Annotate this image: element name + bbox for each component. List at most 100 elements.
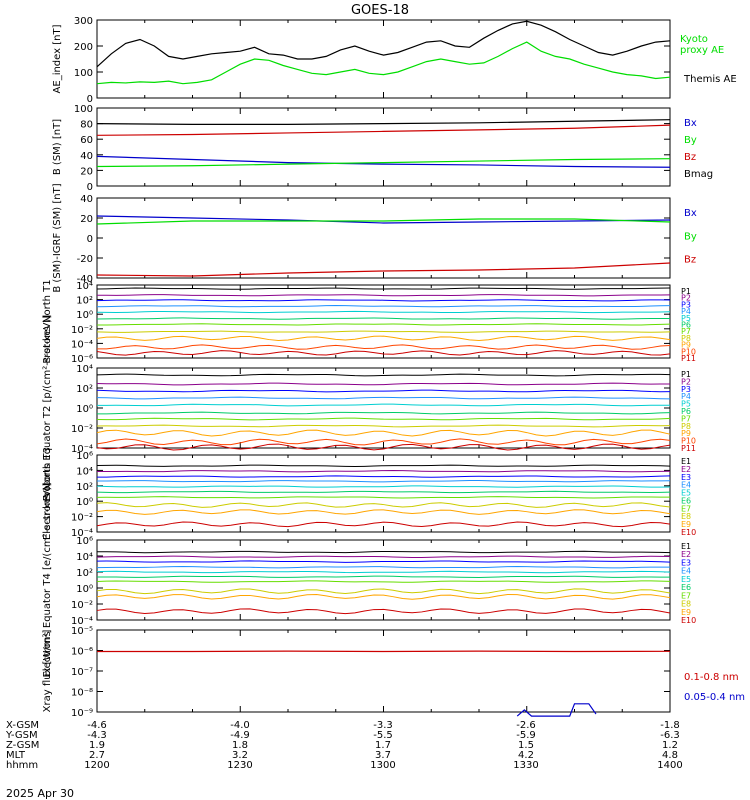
series-line-P3	[96, 389, 671, 393]
legend-label: Themis AE	[683, 74, 737, 85]
y-tick-label: 10⁻⁵	[71, 626, 93, 637]
series-line-P5	[96, 310, 671, 314]
panel-frame	[96, 367, 671, 449]
series-line-E2	[96, 469, 671, 473]
y-tick-label: 10⁶	[76, 536, 93, 547]
bottom-row-value: 3.2	[232, 750, 248, 761]
series-line-E4	[96, 480, 671, 483]
bottom-row-value: 4.2	[518, 750, 534, 761]
panel-7: 10⁶ 10⁴ 10² 10⁰ 10⁻² 10⁻⁴ Electrons Equator T4…	[42, 482, 696, 677]
y-axis-label: Protons North T1	[42, 279, 53, 363]
y-axis-label: Xray flux [W/m²]	[42, 630, 53, 713]
y-tick-label: 80	[80, 120, 93, 131]
legend-label-E10: E10	[681, 528, 696, 537]
panel-3: -40 -20 0 20 40 B (SM)-IGRF (SM) [nT] Bx By Bz	[52, 183, 697, 292]
series-line-P1	[96, 373, 671, 377]
y-tick-label: 10⁰	[76, 497, 93, 508]
series-line-P10	[96, 344, 671, 350]
legend-label-E8: E8	[681, 600, 691, 609]
y-tick-label: 10⁻⁴	[71, 444, 93, 455]
series-line-E3	[96, 475, 671, 478]
series-line-2	[516, 703, 597, 717]
series-line-P1	[96, 287, 671, 290]
y-tick-label: 300	[74, 16, 93, 27]
legend-label-E2: E2	[681, 550, 691, 559]
legend-label-P4: P4	[681, 392, 691, 401]
y-tick-label: 10⁴	[76, 552, 93, 563]
legend-label-E2: E2	[681, 465, 691, 474]
series-line-E1	[96, 464, 671, 467]
y-tick-label: 10⁻⁴	[71, 528, 93, 539]
series-line-P4	[96, 305, 671, 308]
y-tick-label: 10⁰	[76, 310, 93, 321]
bottom-row-value: -5.5	[373, 730, 393, 741]
bottom-row-label: MLT	[6, 750, 26, 761]
series-line-P6	[96, 411, 671, 415]
y-axis-label: Electrons North T3	[42, 447, 53, 540]
series-line-E6	[96, 490, 671, 494]
panel-8: 10⁻⁵ 10⁻⁶ 10⁻⁷ 10⁻⁸ 10⁻⁹ Xray flux [W/m²] 0.1-…	[42, 626, 745, 719]
bottom-row-label: hhmm	[6, 760, 38, 771]
y-tick-label: 10⁴	[76, 466, 93, 477]
series-line-P11	[96, 443, 671, 451]
y-tick-label: 10⁻⁸	[71, 688, 93, 699]
bottom-row-value: 4.8	[662, 750, 678, 761]
legend-label-P11: P11	[681, 354, 696, 363]
y-axis-label: B (SM)-IGRF (SM) [nT]	[52, 183, 63, 292]
legend-label-P5: P5	[681, 314, 691, 323]
legend-label: By	[684, 135, 697, 146]
series-line-4	[96, 119, 671, 125]
series-line-E7	[96, 496, 671, 499]
y-tick-label: 10⁻²	[71, 513, 93, 524]
series-line-E6	[96, 575, 671, 578]
bottom-row-value: -4.0	[230, 720, 250, 731]
legend-label-P10: P10	[681, 347, 696, 356]
bottom-row-value: -3.3	[373, 720, 393, 731]
series-line-E5	[96, 570, 671, 574]
panel-6: 10⁶ 10⁴ 10² 10⁰ 10⁻² 10⁻⁴ Electrons North T3 E1…	[42, 447, 696, 540]
legend-label-P6: P6	[681, 407, 691, 416]
bottom-row-value: 1300	[370, 760, 395, 771]
series-line-P9	[96, 429, 671, 437]
legend-label: Bx	[684, 208, 697, 219]
y-tick-label: 20	[80, 214, 93, 225]
legend-label-P7: P7	[681, 327, 691, 336]
panel-frame	[96, 107, 671, 187]
y-tick-label: 0	[87, 234, 93, 245]
series-line-P3	[96, 299, 671, 302]
legend-label-P3: P3	[681, 385, 691, 394]
y-tick-label: 0	[87, 182, 93, 193]
series-line-P8	[96, 424, 671, 428]
series-line-P10	[96, 438, 671, 446]
legend-label-E4: E4	[681, 567, 691, 576]
series-line-E9	[96, 509, 671, 515]
bottom-row-value: 1400	[657, 760, 682, 771]
series-line-2	[96, 218, 671, 225]
bottom-row-label: X-GSM	[6, 720, 39, 731]
legend-label-P8: P8	[681, 334, 691, 343]
series-line-1	[96, 41, 671, 85]
series-line-P7	[96, 323, 671, 326]
bottom-row-value: 1330	[513, 760, 538, 771]
bottom-row-value: 1200	[84, 760, 109, 771]
series-line-P7	[96, 417, 671, 421]
y-tick-label: 10⁻²	[71, 600, 93, 611]
series-line-E8	[96, 588, 671, 595]
legend-label-P4: P4	[681, 307, 691, 316]
legend-label: Kyoto	[680, 34, 708, 45]
legend-label-E7: E7	[681, 504, 691, 513]
legend-label-E9: E9	[681, 520, 691, 529]
bottom-row-value: 1.2	[662, 740, 678, 751]
legend-label-P2: P2	[681, 377, 691, 386]
y-tick-label: 60	[80, 135, 93, 146]
y-tick-label: 10⁻²	[71, 325, 93, 336]
y-tick-label: -20	[77, 254, 93, 265]
legend-label-E10: E10	[681, 616, 696, 625]
legend-label-P1: P1	[681, 287, 691, 296]
legend-label-P3: P3	[681, 300, 691, 309]
y-tick-label: 10⁻⁷	[71, 667, 93, 678]
series-line-P4	[96, 396, 671, 400]
panel-5: 10⁴ 10² 10⁰ 10⁻² 10⁻⁴ Protons Equator T2 [p/(…	[42, 315, 696, 502]
